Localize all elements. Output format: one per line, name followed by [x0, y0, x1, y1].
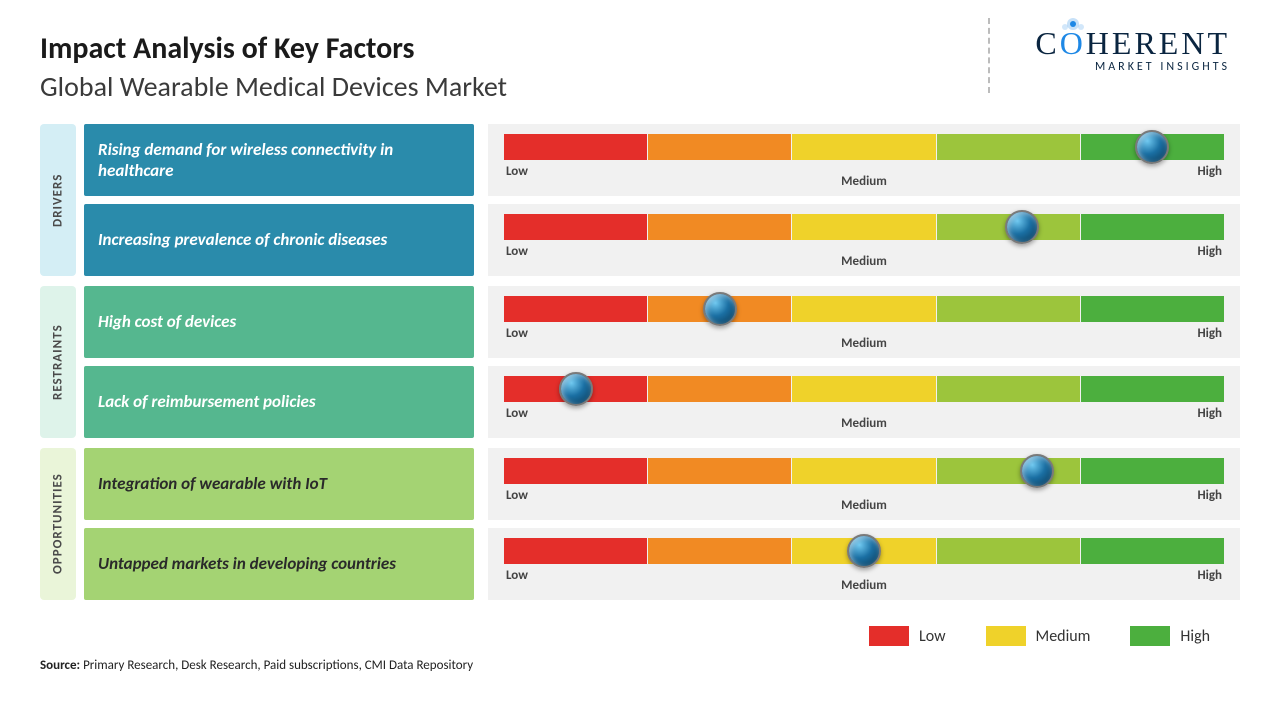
legend-label: High	[1180, 627, 1210, 646]
factor-label: Increasing prevalence of chronic disease…	[84, 204, 474, 276]
page-subtitle: Global Wearable Medical Devices Market	[40, 69, 1240, 104]
logo-main: COHERENT	[1035, 25, 1230, 62]
scale-segment	[792, 214, 935, 240]
factor-label: Rising demand for wireless connectivity …	[84, 124, 474, 196]
scale-bar	[504, 214, 1224, 240]
factor-group: DRIVERSRising demand for wireless connec…	[40, 124, 1240, 276]
impact-marker	[1020, 454, 1054, 488]
scale-bar	[504, 376, 1224, 402]
legend-label: Medium	[1036, 627, 1091, 646]
scale-segment	[504, 296, 647, 322]
factor-row: Rising demand for wireless connectivity …	[84, 124, 1240, 196]
header-divider	[988, 18, 990, 93]
legend-item: High	[1130, 626, 1210, 646]
scale-segment	[792, 296, 935, 322]
legend-swatch	[986, 626, 1026, 646]
scale-segment	[937, 458, 1080, 484]
group-label: DRIVERS	[40, 124, 76, 276]
scale-segment	[1081, 458, 1224, 484]
scale-segment	[1081, 538, 1224, 564]
impact-marker	[559, 372, 593, 406]
impact-scale: LowMediumHigh	[488, 366, 1240, 438]
factor-row: Integration of wearable with IoT LowMediu…	[84, 448, 1240, 520]
source-prefix: Source:	[40, 658, 80, 673]
legend-label: Low	[919, 627, 946, 646]
scale-axis-labels: LowMediumHigh	[504, 406, 1224, 421]
impact-scale: LowMediumHigh	[488, 204, 1240, 276]
legend-item: Medium	[986, 626, 1091, 646]
source-line: Source: Primary Research, Desk Research,…	[40, 658, 1240, 673]
scale-bar	[504, 296, 1224, 322]
factor-row: High cost of devices LowMediumHigh	[84, 286, 1240, 358]
scale-segment	[504, 214, 647, 240]
brand-logo: COHERENT MARKET INSIGHTS	[1035, 25, 1230, 74]
scale-segment	[504, 458, 647, 484]
legend-swatch	[1130, 626, 1170, 646]
impact-marker	[1135, 130, 1169, 164]
impact-scale: LowMediumHigh	[488, 528, 1240, 600]
scale-bar	[504, 458, 1224, 484]
factor-row: Increasing prevalence of chronic disease…	[84, 204, 1240, 276]
scale-segment	[504, 538, 647, 564]
scale-segment	[937, 134, 1080, 160]
group-label: OPPORTUNITIES	[40, 448, 76, 600]
scale-segment	[648, 134, 791, 160]
impact-rows: DRIVERSRising demand for wireless connec…	[40, 124, 1240, 608]
factor-group: RESTRAINTSHigh cost of devices LowMediumH…	[40, 286, 1240, 438]
impact-marker	[703, 292, 737, 326]
scale-axis-labels: LowMediumHigh	[504, 488, 1224, 503]
scale-segment	[937, 296, 1080, 322]
group-label: RESTRAINTS	[40, 286, 76, 438]
scale-axis-labels: LowMediumHigh	[504, 568, 1224, 583]
factor-group: OPPORTUNITIESIntegration of wearable wit…	[40, 448, 1240, 600]
factor-label: Lack of reimbursement policies	[84, 366, 474, 438]
impact-marker	[1005, 210, 1039, 244]
scale-segment	[937, 538, 1080, 564]
scale-segment	[792, 134, 935, 160]
scale-segment	[648, 376, 791, 402]
factor-label: Untapped markets in developing countries	[84, 528, 474, 600]
scale-segment	[504, 134, 647, 160]
scale-segment	[937, 376, 1080, 402]
source-text: Primary Research, Desk Research, Paid su…	[80, 658, 473, 673]
impact-scale: LowMediumHigh	[488, 286, 1240, 358]
legend-item: Low	[869, 626, 946, 646]
logo-sub: MARKET INSIGHTS	[1035, 60, 1230, 74]
scale-segment	[648, 538, 791, 564]
scale-axis-labels: LowMediumHigh	[504, 244, 1224, 259]
impact-scale: LowMediumHigh	[488, 124, 1240, 196]
scale-segment	[1081, 296, 1224, 322]
scale-segment	[648, 458, 791, 484]
legend: Low Medium High	[40, 626, 1210, 646]
scale-bar	[504, 134, 1224, 160]
factor-label: High cost of devices	[84, 286, 474, 358]
factor-row: Lack of reimbursement policies LowMediumH…	[84, 366, 1240, 438]
scale-axis-labels: LowMediumHigh	[504, 164, 1224, 179]
factor-label: Integration of wearable with IoT	[84, 448, 474, 520]
scale-segment	[1081, 376, 1224, 402]
legend-swatch	[869, 626, 909, 646]
scale-segment	[1081, 214, 1224, 240]
impact-marker	[847, 534, 881, 568]
factor-row: Untapped markets in developing countries…	[84, 528, 1240, 600]
scale-segment	[792, 376, 935, 402]
scale-segment	[792, 458, 935, 484]
scale-axis-labels: LowMediumHigh	[504, 326, 1224, 341]
scale-bar	[504, 538, 1224, 564]
scale-segment	[648, 214, 791, 240]
impact-scale: LowMediumHigh	[488, 448, 1240, 520]
